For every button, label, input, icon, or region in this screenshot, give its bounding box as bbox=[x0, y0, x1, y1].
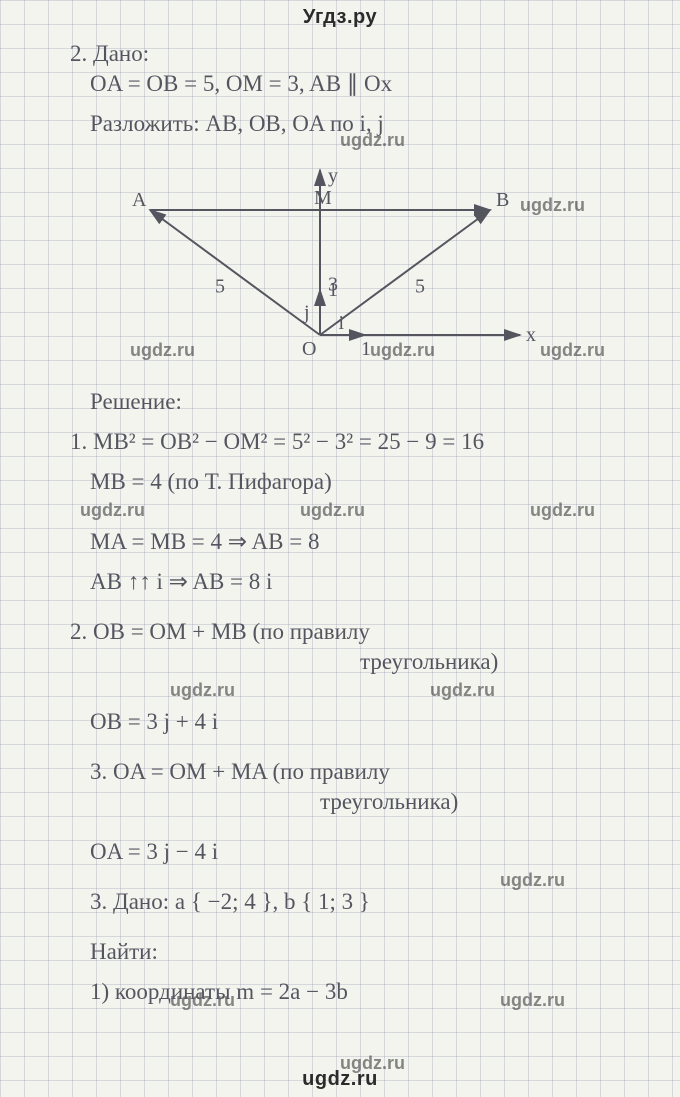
watermark: ugdz.ru bbox=[80, 500, 145, 521]
problem-3-task: 1) координаты m = 2a − 3b bbox=[90, 978, 640, 1006]
problem-3-find: Найти: bbox=[90, 938, 640, 966]
svg-text:B: B bbox=[496, 189, 509, 211]
task: Разложить: AB, OB, OA по i, j bbox=[90, 110, 640, 138]
svg-text:1: 1 bbox=[361, 338, 371, 360]
solution-heading: Решение: bbox=[90, 388, 640, 416]
svg-text:O: O bbox=[302, 338, 316, 360]
page: Угдз.ру ugdz.ru ugdz.ru ugdz.ru ugdz.ru ugd… bbox=[0, 0, 680, 1097]
svg-text:A: A bbox=[132, 189, 147, 211]
step-4: 2. OB = OM + MB (по правилу bbox=[70, 618, 640, 646]
step-6: 3. OA = OM + MA (по правилу bbox=[90, 758, 640, 786]
step-2: MA = MB = 4 ⇒ AB = 8 bbox=[90, 528, 640, 556]
step-5: OB = 3 j + 4 i bbox=[90, 708, 640, 736]
step-7: OA = 3 j − 4 i bbox=[90, 838, 640, 866]
svg-text:M: M bbox=[314, 187, 332, 209]
watermark: ugdz.ru bbox=[430, 680, 495, 701]
watermark: ugdz.ru bbox=[530, 500, 595, 521]
step-4b: треугольника) bbox=[360, 648, 640, 676]
watermark: ugdz.ru bbox=[300, 500, 365, 521]
problem-3-given: 3. Дано: a { −2; 4 }, b { 1; 3 } bbox=[90, 888, 640, 916]
step-3: AB ↑↑ i ⇒ AB = 8 i bbox=[90, 568, 640, 596]
site-footer: ugdz.ru bbox=[0, 1068, 680, 1091]
given-values: OA = OB = 5, OM = 3, AB ∥ Ox bbox=[90, 70, 640, 98]
svg-text:3: 3 bbox=[328, 274, 338, 296]
svg-text:y: y bbox=[328, 165, 338, 187]
svg-text:5: 5 bbox=[415, 276, 425, 298]
svg-text:x: x bbox=[526, 324, 536, 346]
svg-text:i: i bbox=[339, 312, 345, 334]
svg-text:j: j bbox=[303, 302, 310, 324]
site-header: Угдз.ру bbox=[0, 6, 680, 29]
step-1: 1. MB² = OB² − OM² = 5² − 3² = 25 − 9 = … bbox=[70, 428, 640, 456]
step-1b: MB = 4 (по Т. Пифагора) bbox=[90, 468, 640, 496]
svg-text:5: 5 bbox=[215, 276, 225, 298]
problem-2-given: 2. Дано: bbox=[70, 40, 640, 68]
step-6b: треугольника) bbox=[320, 788, 640, 816]
coordinate-diagram: ABMOxy113ij55 bbox=[90, 165, 590, 375]
watermark: ugdz.ru bbox=[170, 680, 235, 701]
